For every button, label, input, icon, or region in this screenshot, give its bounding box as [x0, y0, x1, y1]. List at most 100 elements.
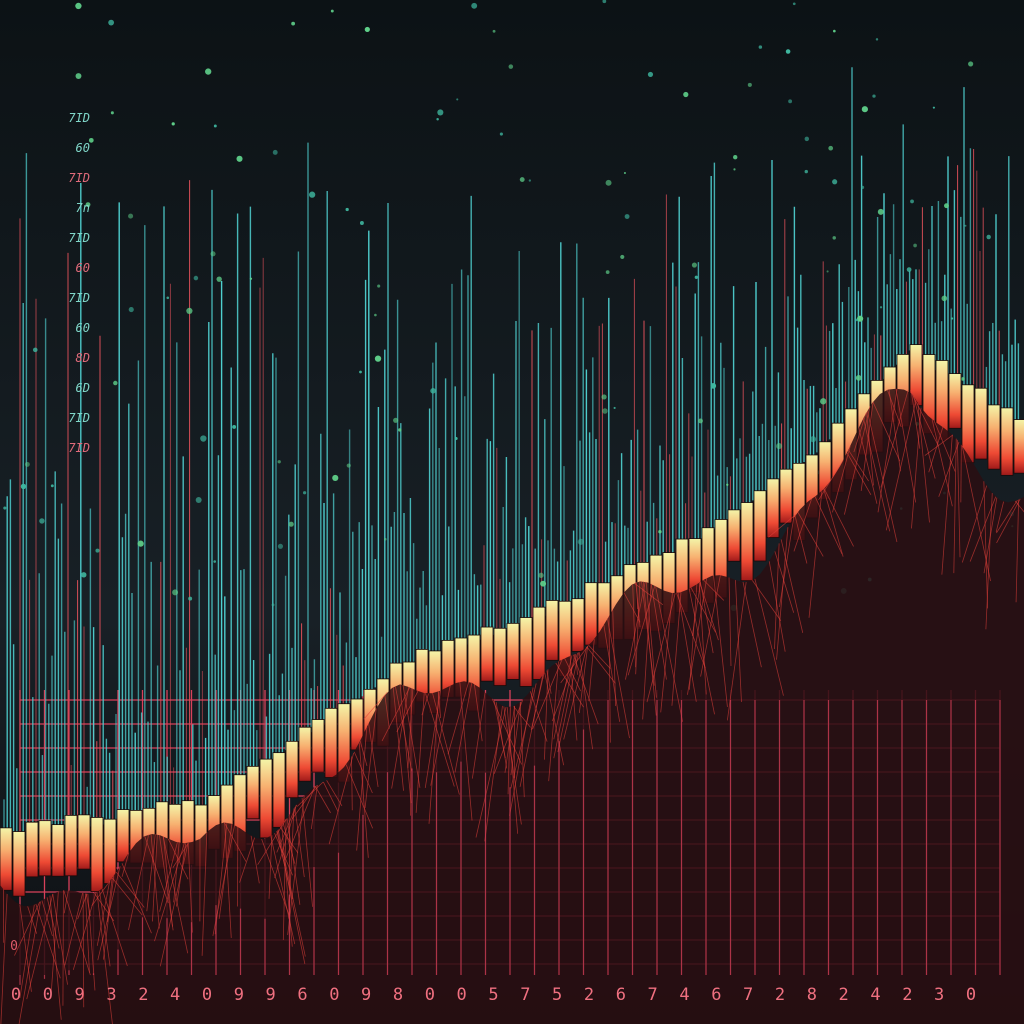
star: [855, 318, 859, 322]
mesh-line: [102, 875, 115, 960]
mesh-line: [214, 822, 228, 935]
mesh-line: [572, 654, 599, 725]
side-label: 8D: [76, 351, 90, 365]
star: [747, 82, 752, 87]
mesh-line: [677, 592, 697, 702]
mesh-line: [768, 514, 797, 538]
mesh-line: [774, 543, 780, 650]
mesh-line: [607, 618, 630, 739]
ridge-block: [116, 809, 130, 863]
mesh-line: [635, 581, 641, 675]
mesh-line: [578, 646, 589, 713]
axis-label: 8: [393, 985, 403, 1005]
mesh-line: [381, 687, 411, 742]
mesh-line: [26, 893, 54, 1000]
ridge-block: [298, 726, 312, 782]
star: [393, 417, 399, 423]
axis-label: 2: [902, 985, 912, 1005]
star: [172, 589, 179, 596]
mesh-line: [63, 890, 69, 914]
star: [758, 45, 763, 49]
star: [128, 307, 134, 313]
star: [733, 168, 736, 171]
mesh-line: [268, 835, 273, 899]
mesh-line: [454, 682, 473, 773]
mesh-line: [519, 702, 525, 798]
mesh-line: [858, 427, 878, 504]
mesh-line: [703, 579, 725, 601]
side-label: 60: [76, 261, 90, 275]
star: [359, 221, 364, 225]
star: [944, 203, 949, 209]
star: [499, 132, 503, 136]
mesh-line: [555, 662, 584, 708]
mesh-line: [608, 616, 611, 743]
star: [804, 136, 810, 142]
mesh-line: [574, 653, 578, 675]
mesh-line: [146, 834, 156, 912]
mesh-line: [356, 726, 368, 851]
mesh-line: [843, 406, 871, 515]
ridge-block: [480, 626, 494, 682]
star: [213, 560, 217, 563]
axis-label: 4: [870, 985, 880, 1005]
mesh-line: [218, 823, 233, 919]
star: [964, 224, 967, 227]
star: [910, 199, 914, 204]
ridge-block: [0, 827, 13, 891]
star: [398, 428, 402, 432]
mesh-line: [995, 501, 1004, 533]
axis-label: 7: [520, 985, 530, 1005]
mesh-line: [314, 786, 331, 814]
star: [332, 474, 339, 482]
star: [602, 408, 608, 414]
mesh-line: [281, 825, 293, 947]
ridge-block: [311, 719, 325, 773]
mesh-line: [612, 609, 617, 706]
mesh-line: [1014, 500, 1024, 513]
mesh-line: [402, 684, 421, 788]
mesh-line: [996, 499, 1018, 534]
mesh: [0, 388, 1024, 1024]
mesh-line: [983, 481, 988, 609]
mesh-line: [296, 781, 324, 807]
mesh-line: [768, 561, 786, 652]
star: [913, 243, 917, 248]
star: [39, 518, 45, 524]
star: [213, 124, 217, 128]
axis-label: 3: [934, 985, 944, 1005]
star: [195, 497, 202, 503]
mesh-line: [690, 587, 716, 633]
mesh-line: [506, 707, 519, 834]
mesh-line: [82, 893, 85, 1008]
side-label: 7ID: [68, 171, 90, 185]
mesh-line: [985, 493, 993, 630]
mesh-line: [46, 897, 60, 949]
mesh-line: [19, 904, 32, 992]
mesh-line: [627, 585, 656, 676]
star: [986, 234, 991, 240]
mesh-line: [223, 822, 247, 862]
star: [437, 109, 444, 116]
mesh-line: [473, 683, 483, 742]
mesh-line: [700, 582, 714, 654]
mesh-line: [513, 706, 531, 728]
ridge-block: [259, 758, 273, 839]
mesh-line: [277, 830, 306, 964]
star: [861, 106, 868, 113]
ridge-block: [246, 765, 260, 820]
mesh-line: [872, 401, 901, 462]
star: [726, 483, 729, 486]
mesh-line: [546, 670, 552, 694]
mesh-line: [699, 582, 719, 641]
mesh-line: [1015, 499, 1020, 603]
mesh-line: [880, 389, 909, 488]
ridge-block: [506, 622, 520, 680]
side-label: 60: [76, 141, 90, 155]
star: [810, 436, 817, 443]
axis-label: 0: [966, 985, 976, 1005]
mesh-line: [885, 400, 917, 531]
ridge-block: [272, 752, 286, 828]
mesh-line: [471, 692, 486, 779]
mesh-line: [384, 695, 390, 729]
